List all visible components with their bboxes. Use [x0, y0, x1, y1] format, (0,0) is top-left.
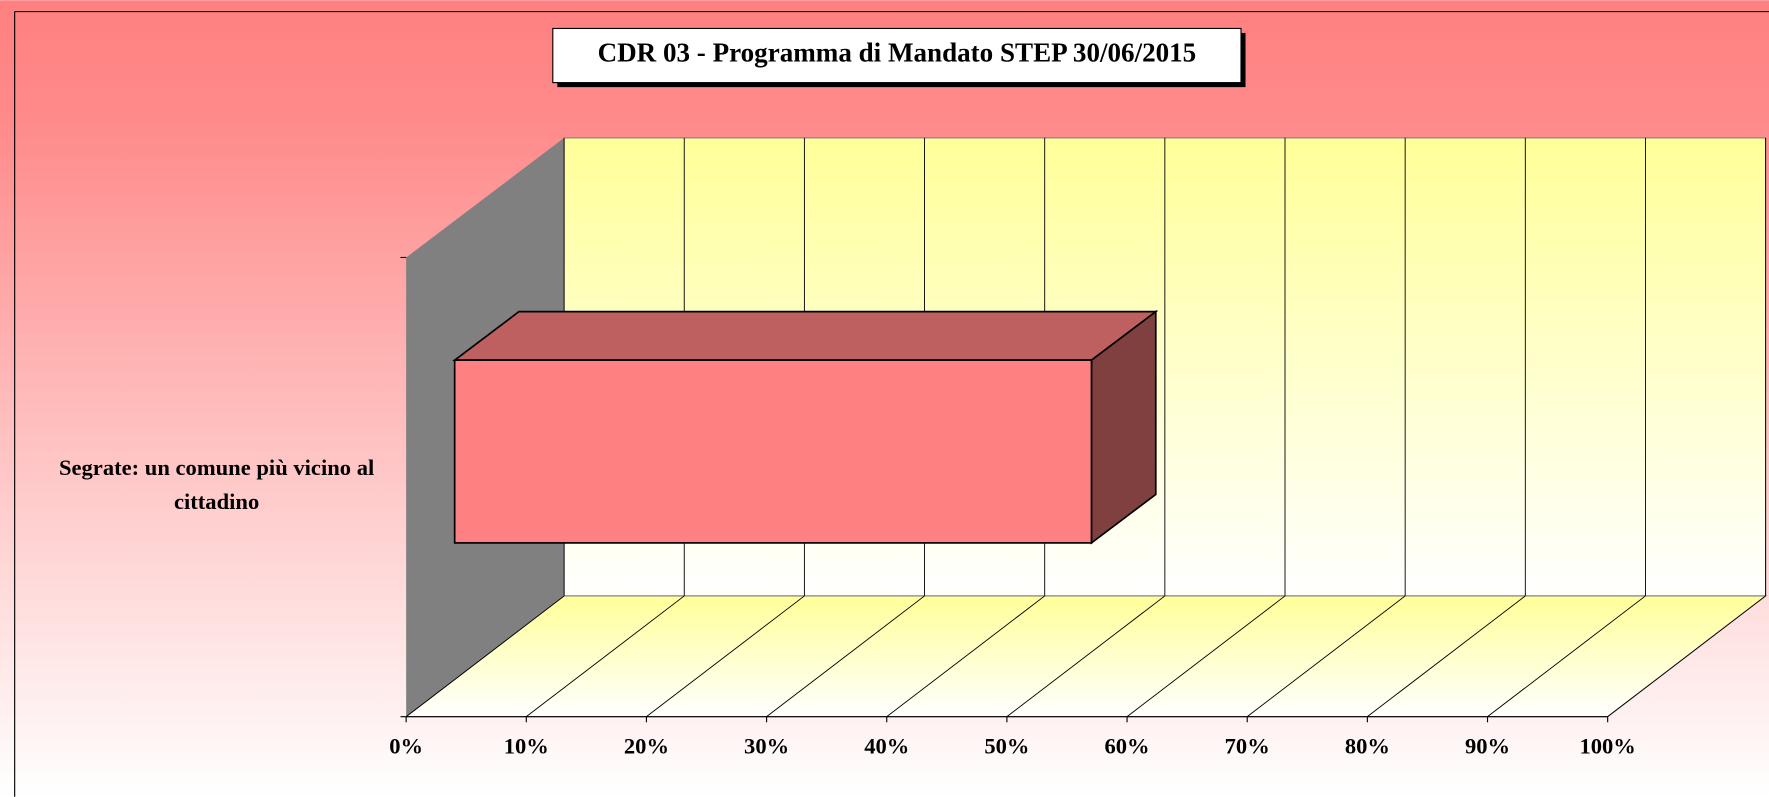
x-tick-label: 50%	[984, 733, 1029, 758]
x-tick-label: 10%	[504, 733, 549, 758]
grid-line	[1607, 595, 1766, 718]
x-tick-label: 100%	[1579, 733, 1635, 758]
grid-line	[886, 595, 1045, 718]
plot: 0% 10% 20% 30% 40% 50% 60% 70% 80% 90% 100%	[389, 137, 1767, 758]
title-box	[552, 27, 1242, 84]
x-tick-label: 0%	[389, 733, 423, 758]
x-tick-label: 20%	[624, 733, 669, 758]
chart-title: CDR 03 - Programma di Mandato STEP 30/06…	[598, 38, 1197, 68]
category-label-box: Segrate: un comune più vicino al cittadi…	[58, 456, 375, 515]
x-tick-label: 40%	[864, 733, 909, 758]
grid-line	[646, 595, 805, 718]
x-tick-label: 30%	[744, 733, 789, 758]
x-tick-label: 80%	[1345, 733, 1390, 758]
x-tick-label: 60%	[1105, 733, 1150, 758]
x-tick-label: 70%	[1225, 733, 1270, 758]
bar-top	[452, 310, 1159, 361]
grid-line	[526, 595, 685, 718]
grid-line	[1246, 595, 1406, 718]
grid-line	[1126, 595, 1286, 718]
grid-line	[766, 595, 925, 718]
grid-line	[405, 595, 565, 718]
grid-line	[1487, 595, 1646, 718]
x-tick-label: 90%	[1465, 733, 1510, 758]
bar	[453, 359, 1093, 544]
grid-line	[1367, 595, 1526, 718]
y-tick-label: Segrate: un comune più vicino al cittadi…	[58, 456, 375, 515]
grid-line	[1006, 595, 1166, 718]
